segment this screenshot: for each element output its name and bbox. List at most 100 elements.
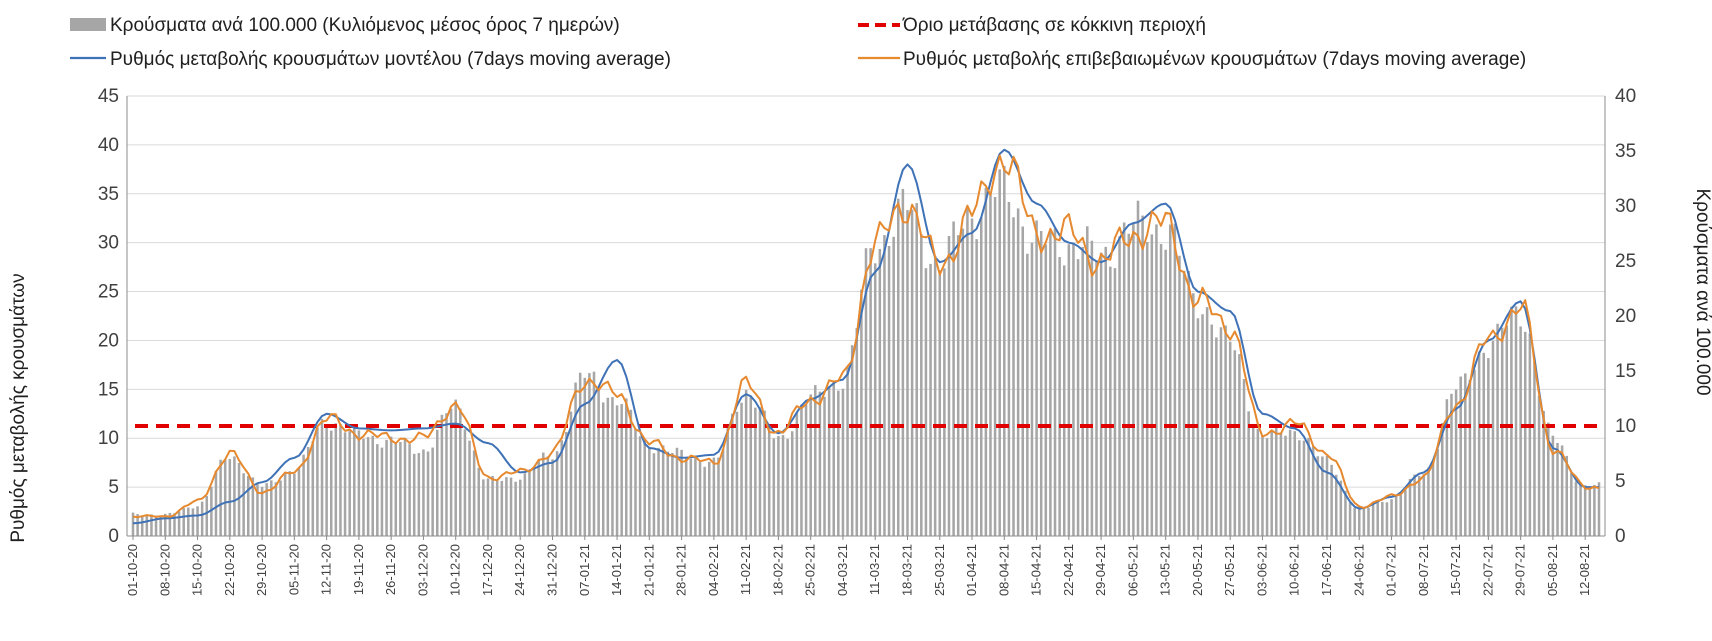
bar <box>1224 325 1227 536</box>
bar <box>1468 379 1472 536</box>
bar <box>920 234 923 536</box>
bar <box>1579 482 1582 536</box>
bar <box>707 461 711 536</box>
bar <box>855 328 859 536</box>
x-tick-label: 12-08-21 <box>1577 544 1592 596</box>
bar <box>675 447 679 536</box>
bar <box>565 431 568 536</box>
bar <box>804 404 808 536</box>
right-tick-label: 10 <box>1615 416 1636 437</box>
bar <box>597 389 600 536</box>
bar <box>938 270 942 536</box>
x-tick-label: 22-10-20 <box>222 544 237 596</box>
bar <box>1556 442 1559 536</box>
bar <box>1358 507 1361 536</box>
bar <box>551 459 554 536</box>
bar <box>837 390 840 536</box>
bars <box>131 165 1601 537</box>
bar <box>984 187 988 537</box>
bar <box>1062 265 1066 536</box>
bar <box>574 382 577 536</box>
x-tick-label: 29-04-21 <box>1093 544 1108 596</box>
bar <box>652 453 656 536</box>
bar <box>1284 435 1287 536</box>
x-tick-label: 18-02-21 <box>770 544 785 596</box>
bar <box>1219 327 1223 536</box>
bar <box>509 477 513 536</box>
bar <box>832 381 835 536</box>
bar <box>1454 389 1458 536</box>
bar <box>555 451 559 536</box>
bar <box>233 456 236 536</box>
bar <box>952 221 955 536</box>
confirmed-line-path <box>132 154 1600 519</box>
bar <box>1265 438 1269 536</box>
x-tick-label: 24-06-21 <box>1351 544 1366 596</box>
x-tick-label: 12-11-20 <box>319 544 334 595</box>
bar <box>735 411 739 536</box>
bar <box>1588 487 1592 536</box>
bar <box>1528 333 1532 536</box>
bar <box>961 228 965 536</box>
bar <box>611 397 614 536</box>
bar <box>1256 428 1260 536</box>
bar <box>1339 480 1343 536</box>
bar <box>1293 431 1296 536</box>
bar <box>1408 478 1412 536</box>
x-tick-label: 25-03-21 <box>932 544 947 596</box>
bar <box>892 236 895 536</box>
bar <box>1035 220 1038 537</box>
bar <box>1104 246 1107 536</box>
bar <box>1445 399 1449 536</box>
bar <box>389 436 393 536</box>
bar <box>191 508 195 536</box>
bar <box>403 437 407 536</box>
bar <box>1491 340 1495 536</box>
model-line-path <box>132 148 1599 525</box>
bar <box>518 479 522 536</box>
bar <box>173 513 176 536</box>
x-tick-label: 22-04-21 <box>1061 544 1076 596</box>
bar <box>412 453 416 536</box>
bar <box>643 439 646 536</box>
bar <box>537 459 540 536</box>
bar <box>1362 507 1366 536</box>
bar <box>1192 293 1195 536</box>
bar <box>809 394 812 536</box>
bar <box>1500 327 1504 536</box>
bar <box>1095 261 1098 536</box>
bar <box>1459 376 1462 536</box>
bar <box>334 423 338 536</box>
bar <box>1086 226 1089 536</box>
x-tick-label: 03-12-20 <box>415 544 430 596</box>
bar <box>726 428 729 536</box>
bar <box>1427 467 1430 536</box>
bar <box>297 467 301 536</box>
bar <box>339 423 342 536</box>
x-tick-label: 11-02-21 <box>738 544 753 595</box>
bar <box>1334 474 1338 536</box>
bar <box>223 459 227 536</box>
bar <box>1233 350 1237 536</box>
bar <box>929 263 932 536</box>
bar <box>228 459 232 536</box>
bar <box>1173 223 1177 536</box>
left-tick-label: 45 <box>98 86 119 107</box>
x-tick-label: 04-02-21 <box>706 544 721 596</box>
left-axis-ticks: 0 5 10 15 20 25 30 35 40 45 <box>98 86 119 547</box>
right-axis-title: Κρούσματα ανά 100.000 <box>1692 188 1712 395</box>
x-tick-label: 15-07-21 <box>1448 544 1463 596</box>
bar <box>1049 229 1052 537</box>
legend-label-confirmed: Ρυθμός μεταβολής επιβεβαιωμένων κρουσμάτ… <box>903 49 1526 70</box>
bar <box>293 473 296 536</box>
bar <box>1440 423 1444 536</box>
x-tick-label: 20-05-21 <box>1190 544 1205 596</box>
bar <box>1261 435 1264 536</box>
bar <box>1012 217 1015 536</box>
bar <box>740 402 743 536</box>
bar <box>1201 314 1204 536</box>
bar <box>343 432 347 536</box>
bar <box>1067 244 1071 536</box>
bar <box>1242 379 1246 536</box>
